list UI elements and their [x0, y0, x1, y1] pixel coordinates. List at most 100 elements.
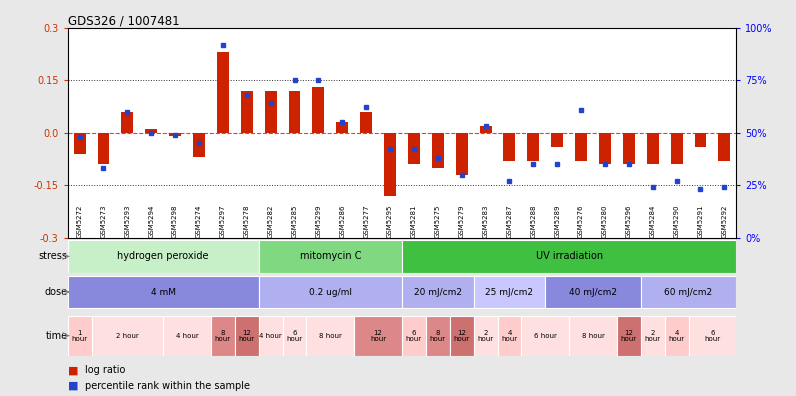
- Bar: [504, 133, 516, 161]
- Text: GSM5281: GSM5281: [411, 204, 417, 238]
- Text: 6
hour: 6 hour: [287, 329, 302, 342]
- Text: 2
hour: 2 hour: [645, 329, 661, 342]
- Text: GSM5284: GSM5284: [650, 204, 656, 238]
- Text: 1
hour: 1 hour: [72, 329, 88, 342]
- Text: GSM5299: GSM5299: [315, 204, 322, 238]
- Text: 8 hour: 8 hour: [582, 333, 604, 339]
- Bar: [552, 133, 564, 147]
- Bar: [641, 276, 736, 308]
- Text: GSM5283: GSM5283: [482, 204, 489, 238]
- Bar: [259, 316, 283, 356]
- Bar: [665, 316, 689, 356]
- Text: GSM5272: GSM5272: [76, 204, 83, 238]
- Bar: [719, 133, 731, 161]
- Bar: [569, 316, 617, 356]
- Text: GSM5285: GSM5285: [291, 204, 298, 238]
- Bar: [68, 276, 259, 308]
- Bar: [170, 133, 181, 136]
- Text: GSM5298: GSM5298: [172, 204, 178, 238]
- Text: 8
hour: 8 hour: [215, 329, 231, 342]
- Bar: [74, 133, 86, 154]
- Bar: [337, 122, 349, 133]
- Bar: [354, 316, 402, 356]
- Text: GDS326 / 1007481: GDS326 / 1007481: [68, 15, 179, 28]
- Text: 4 hour: 4 hour: [176, 333, 198, 339]
- Bar: [689, 316, 736, 356]
- Bar: [617, 316, 641, 356]
- Bar: [641, 316, 665, 356]
- Bar: [289, 91, 301, 133]
- Text: log ratio: log ratio: [85, 365, 126, 375]
- Bar: [402, 316, 426, 356]
- Text: percentile rank within the sample: percentile rank within the sample: [85, 381, 250, 391]
- Text: GSM5276: GSM5276: [578, 204, 584, 238]
- Text: 8
hour: 8 hour: [430, 329, 446, 342]
- Text: 12
hour: 12 hour: [239, 329, 255, 342]
- Bar: [259, 240, 402, 272]
- Text: 12
hour: 12 hour: [454, 329, 470, 342]
- Bar: [241, 91, 253, 133]
- Bar: [450, 316, 474, 356]
- Bar: [545, 276, 641, 308]
- Bar: [480, 126, 492, 133]
- Bar: [235, 316, 259, 356]
- Bar: [521, 316, 569, 356]
- Bar: [576, 133, 587, 161]
- Bar: [313, 87, 325, 133]
- Text: GSM5293: GSM5293: [124, 204, 131, 238]
- Bar: [98, 133, 110, 164]
- Bar: [426, 316, 450, 356]
- Bar: [68, 240, 259, 272]
- Text: GSM5294: GSM5294: [148, 204, 154, 238]
- Bar: [402, 276, 474, 308]
- Bar: [498, 316, 521, 356]
- Bar: [474, 276, 545, 308]
- Bar: [432, 133, 444, 168]
- Text: 6
hour: 6 hour: [704, 329, 720, 342]
- Text: ■: ■: [68, 381, 78, 391]
- Bar: [408, 133, 420, 164]
- Text: time: time: [45, 331, 68, 341]
- Text: hydrogen peroxide: hydrogen peroxide: [118, 251, 209, 261]
- Text: GSM5287: GSM5287: [506, 204, 513, 238]
- Text: 25 mJ/cm2: 25 mJ/cm2: [486, 287, 533, 297]
- Text: GSM5279: GSM5279: [458, 204, 465, 238]
- Text: GSM5274: GSM5274: [196, 204, 202, 238]
- Text: dose: dose: [45, 287, 68, 297]
- Text: 2
hour: 2 hour: [478, 329, 494, 342]
- Bar: [92, 316, 163, 356]
- Text: GSM5295: GSM5295: [387, 204, 393, 238]
- Bar: [163, 316, 211, 356]
- Bar: [695, 133, 707, 147]
- Bar: [647, 133, 659, 164]
- Bar: [122, 112, 134, 133]
- Bar: [259, 276, 402, 308]
- Text: GSM5273: GSM5273: [100, 204, 107, 238]
- Text: 4 mM: 4 mM: [150, 287, 176, 297]
- Bar: [193, 133, 205, 157]
- Bar: [146, 129, 158, 133]
- Text: stress: stress: [39, 251, 68, 261]
- Text: 4 hour: 4 hour: [259, 333, 282, 339]
- Text: GSM5297: GSM5297: [220, 204, 226, 238]
- Text: GSM5296: GSM5296: [626, 204, 632, 238]
- Bar: [361, 112, 373, 133]
- Bar: [384, 133, 396, 196]
- Bar: [623, 133, 635, 164]
- Text: GSM5280: GSM5280: [602, 204, 608, 238]
- Bar: [306, 316, 354, 356]
- Bar: [211, 316, 235, 356]
- Text: 2 hour: 2 hour: [116, 333, 139, 339]
- Text: 6
hour: 6 hour: [406, 329, 422, 342]
- Text: GSM5282: GSM5282: [267, 204, 274, 238]
- Text: mitomycin C: mitomycin C: [299, 251, 361, 261]
- Text: 60 mJ/cm2: 60 mJ/cm2: [665, 287, 712, 297]
- Text: GSM5291: GSM5291: [697, 204, 704, 238]
- Text: 12
hour: 12 hour: [370, 329, 386, 342]
- Text: ■: ■: [68, 365, 78, 375]
- Text: GSM5277: GSM5277: [363, 204, 369, 238]
- Text: GSM5278: GSM5278: [244, 204, 250, 238]
- Bar: [283, 316, 306, 356]
- Bar: [599, 133, 611, 164]
- Text: 20 mJ/cm2: 20 mJ/cm2: [414, 287, 462, 297]
